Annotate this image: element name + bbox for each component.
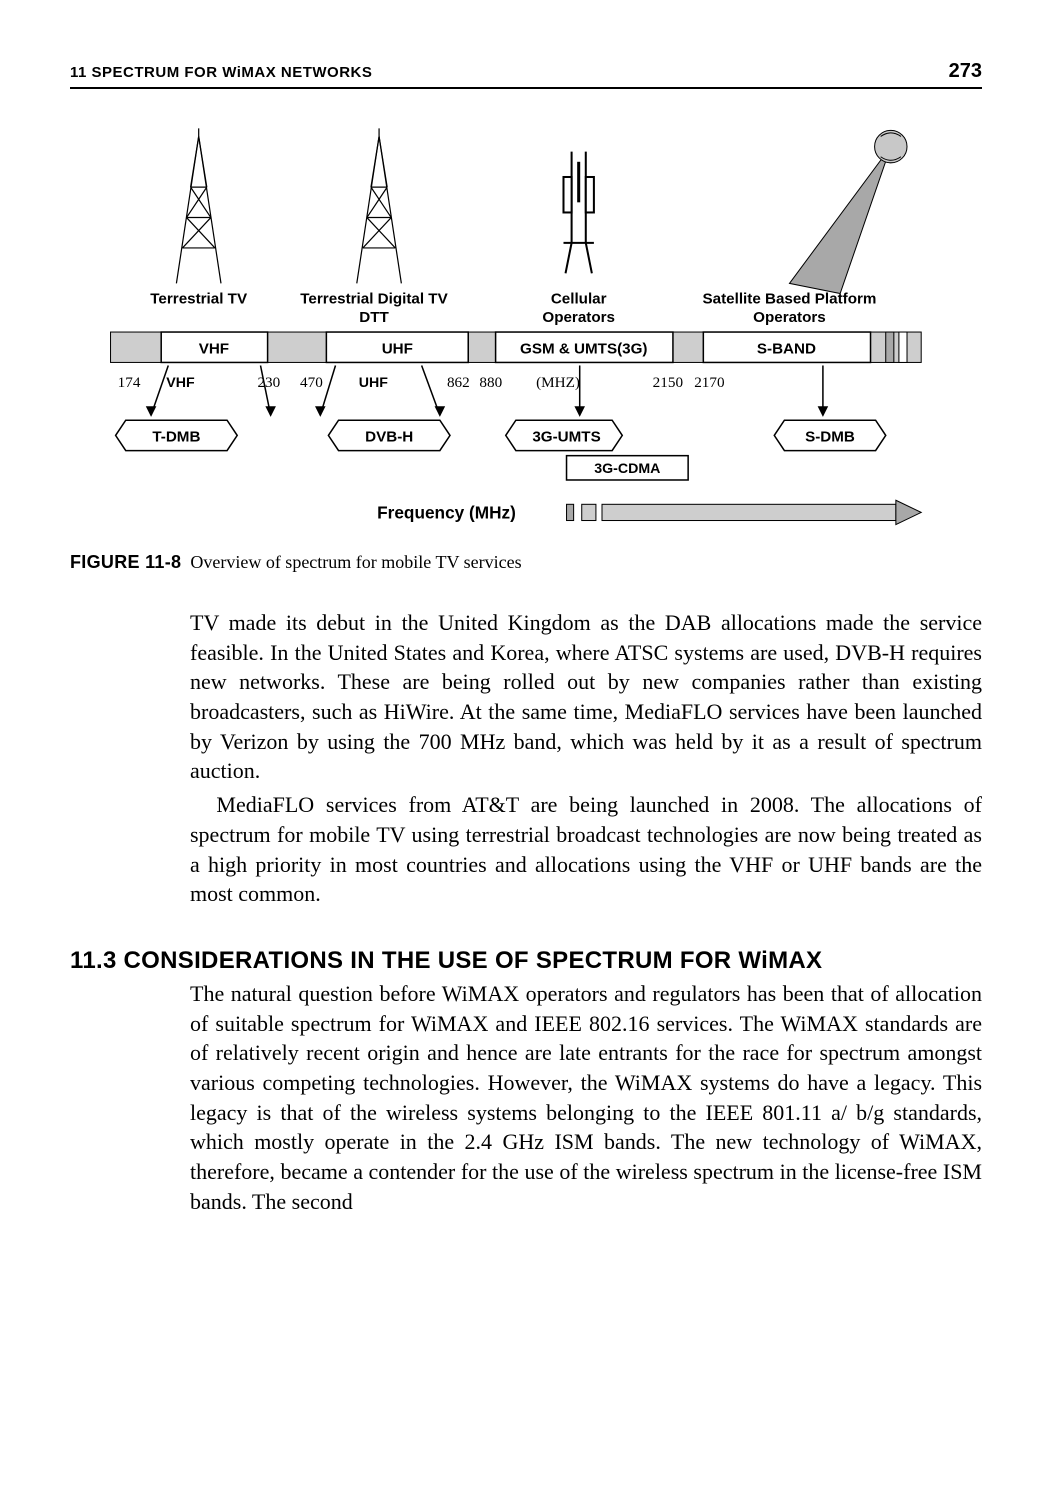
- section-heading: 11.3 CONSIDERATIONS IN THE USE OF SPECTR…: [70, 947, 982, 975]
- 3gumts-label: 3G-UMTS: [532, 428, 600, 445]
- freq-vhf: VHF: [166, 375, 195, 391]
- tdmb-label: T-DMB: [152, 428, 200, 445]
- 3gcdma-label: 3G-CDMA: [594, 461, 660, 477]
- spectrum-diagram: Terrestrial TV Terrestrial Digital TV DT…: [70, 119, 982, 539]
- cellular-label-1: Cellular: [551, 291, 607, 308]
- freq-862: 862: [447, 374, 470, 391]
- freq-mhz: (MHZ): [536, 374, 580, 391]
- dtt-label-1: Terrestrial Digital TV: [300, 291, 448, 308]
- terrestrial-tv-label: Terrestrial TV: [150, 291, 248, 308]
- paragraph-2: MediaFLO services from AT&T are being la…: [190, 790, 982, 909]
- freq-230: 230: [257, 374, 280, 391]
- freq-880: 880: [479, 374, 502, 391]
- figure-11-8: Terrestrial TV Terrestrial Digital TV DT…: [70, 119, 982, 573]
- body-text: TV made its debut in the United Kingdom …: [190, 608, 982, 909]
- gsm-band: GSM & UMTS(3G): [520, 340, 647, 357]
- freq-174: 174: [118, 374, 141, 391]
- freq-2170: 2170: [694, 374, 725, 391]
- chapter-label: 11 SPECTRUM FOR WiMAX NETWORKS: [70, 64, 372, 81]
- dvbh-label: DVB-H: [365, 428, 413, 445]
- freq-uhf: UHF: [359, 375, 388, 391]
- figure-label: FIGURE 11-8: [70, 552, 181, 572]
- section-paragraph: The natural question before WiMAX operat…: [190, 979, 982, 1217]
- dtt-label-2: DTT: [359, 309, 389, 326]
- figure-caption-text: Overview of spectrum for mobile TV servi…: [190, 552, 521, 572]
- section-body: The natural question before WiMAX operat…: [190, 979, 982, 1217]
- uhf-band: UHF: [382, 340, 413, 357]
- cellular-label-2: Operators: [542, 309, 615, 326]
- figure-caption: FIGURE 11-8 Overview of spectrum for mob…: [70, 552, 982, 573]
- page-header: 11 SPECTRUM FOR WiMAX NETWORKS 273: [70, 60, 982, 89]
- satellite-label-2: Operators: [753, 309, 826, 326]
- freq-470: 470: [300, 374, 323, 391]
- freq-2150: 2150: [653, 374, 684, 391]
- axis-label: Frequency (MHz): [377, 502, 516, 522]
- sband: S-BAND: [757, 340, 816, 357]
- vhf-band: VHF: [199, 340, 229, 357]
- satellite-label-1: Satellite Based Platform: [703, 291, 877, 308]
- page-number: 273: [949, 60, 982, 83]
- sdmb-label: S-DMB: [805, 428, 855, 445]
- paragraph-1: TV made its debut in the United Kingdom …: [190, 608, 982, 786]
